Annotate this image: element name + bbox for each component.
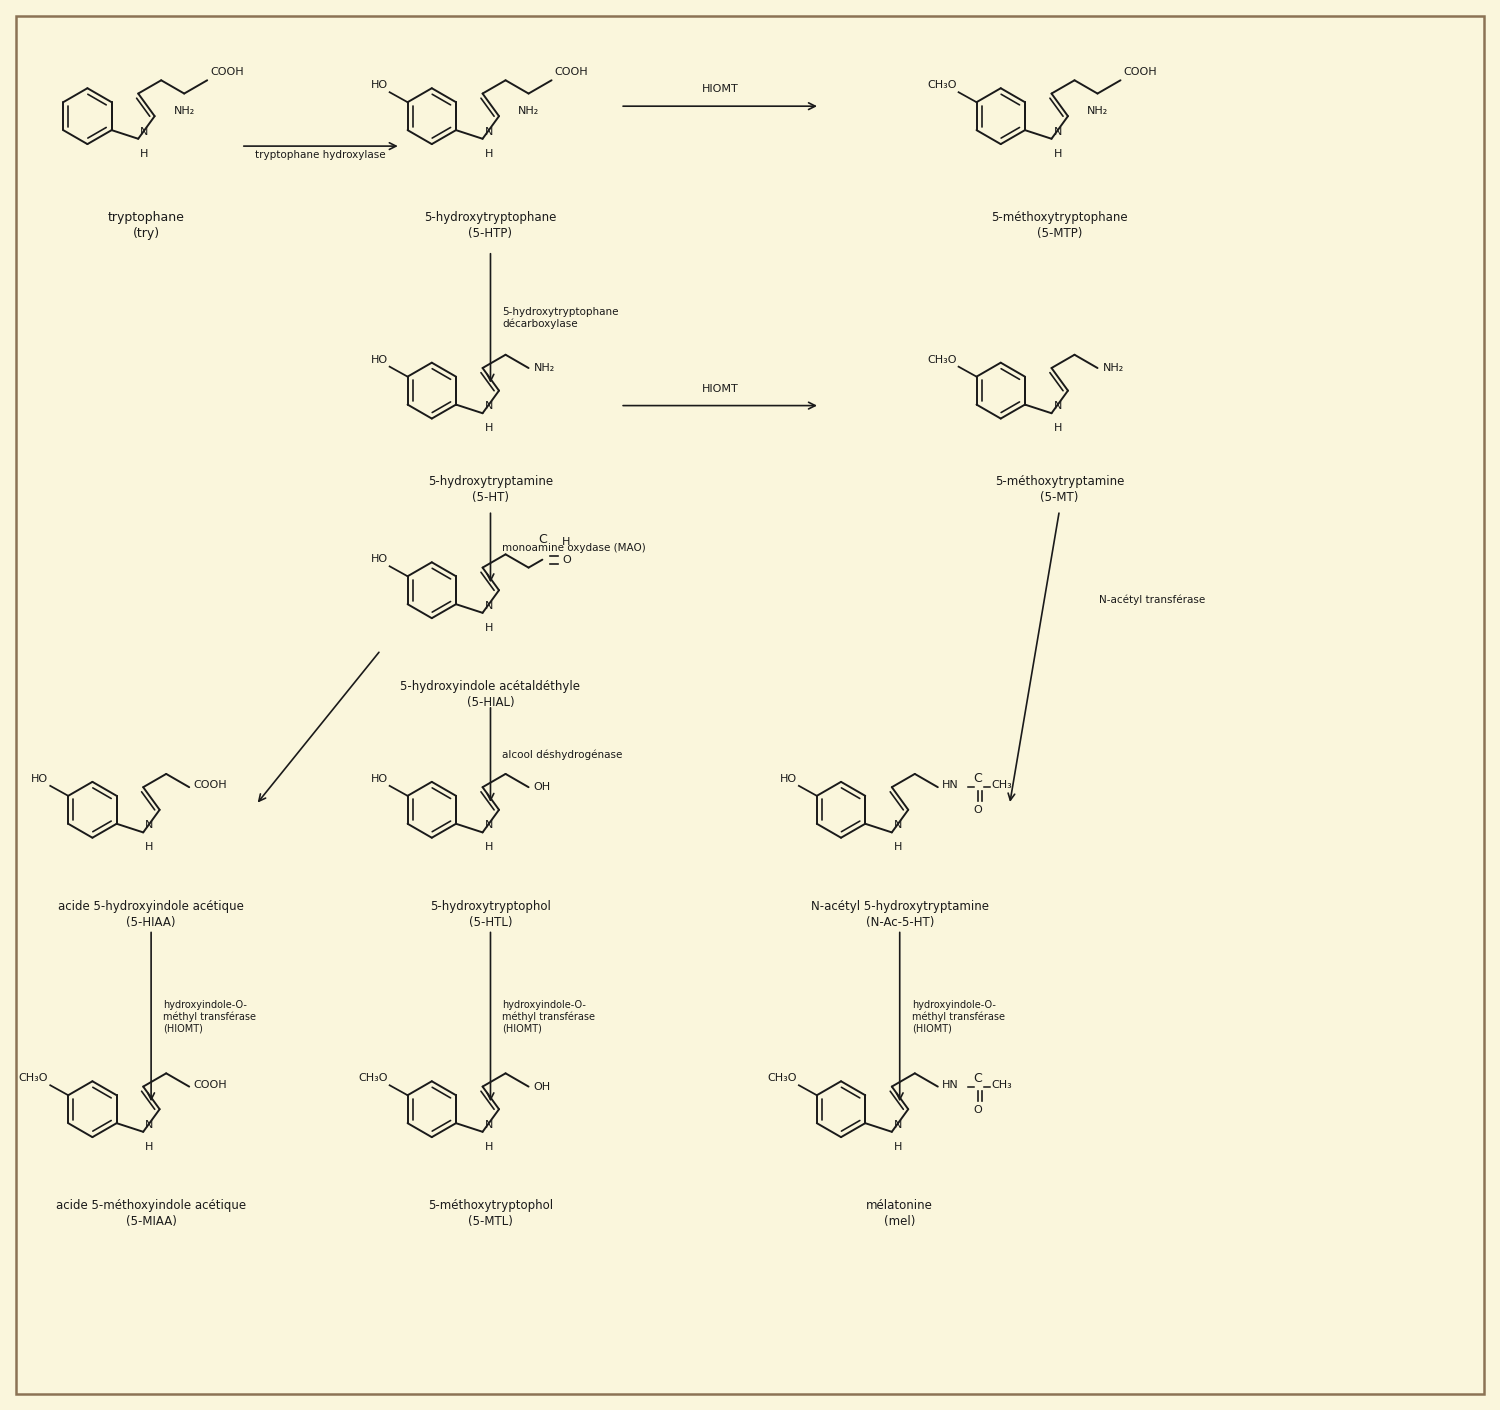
Text: H: H (894, 842, 902, 853)
Text: H: H (1053, 148, 1062, 159)
Text: N: N (1053, 402, 1062, 412)
Text: H: H (1053, 423, 1062, 433)
Text: (N-Ac-5-HT): (N-Ac-5-HT) (865, 915, 934, 929)
Text: 5-hydroxytryptophane: 5-hydroxytryptophane (424, 212, 556, 224)
Text: monoamine oxydase (MAO): monoamine oxydase (MAO) (503, 543, 646, 553)
Text: N: N (484, 402, 494, 412)
Text: NH₂: NH₂ (1102, 362, 1124, 374)
Text: H: H (484, 148, 494, 159)
Text: COOH: COOH (194, 780, 226, 790)
Text: N: N (894, 821, 902, 830)
Text: (5-HTP): (5-HTP) (468, 227, 513, 240)
Text: O: O (562, 554, 572, 564)
Text: (5-MTP): (5-MTP) (1036, 227, 1082, 240)
Text: COOH: COOH (555, 68, 588, 78)
Text: H: H (146, 842, 153, 853)
Text: H: H (140, 148, 148, 159)
Text: COOH: COOH (194, 1080, 226, 1090)
Text: (5-HT): (5-HT) (472, 492, 508, 505)
Text: C: C (974, 773, 982, 785)
Text: N-acétyl 5-hydroxytryptamine: N-acétyl 5-hydroxytryptamine (810, 900, 988, 912)
Text: 5-hydroxyindole acétaldéthyle: 5-hydroxyindole acétaldéthyle (400, 680, 580, 694)
Text: hydroxyindole-O-
méthyl transférase
(HIOMT): hydroxyindole-O- méthyl transférase (HIO… (912, 1000, 1005, 1034)
Text: N: N (484, 821, 494, 830)
Text: HO: HO (370, 774, 387, 784)
Text: acide 5-hydroxyindole acétique: acide 5-hydroxyindole acétique (58, 900, 244, 912)
Text: 5-méthoxytryptamine: 5-méthoxytryptamine (994, 475, 1124, 488)
Text: HO: HO (370, 355, 387, 365)
Text: N: N (484, 127, 494, 137)
Text: 5-hydroxytryptophol: 5-hydroxytryptophol (430, 900, 550, 912)
Text: mélatonine: mélatonine (867, 1198, 933, 1213)
Text: 5-méthoxytryptophane: 5-méthoxytryptophane (992, 212, 1128, 224)
Text: CH₃: CH₃ (992, 780, 1012, 790)
Text: acide 5-méthoxyindole acétique: acide 5-méthoxyindole acétique (56, 1198, 246, 1213)
Text: tryptophane hydroxylase: tryptophane hydroxylase (255, 149, 386, 161)
Text: H: H (484, 623, 494, 633)
Text: hydroxyindole-O-
méthyl transférase
(HIOMT): hydroxyindole-O- méthyl transférase (HIO… (503, 1000, 596, 1034)
Text: O: O (974, 1104, 982, 1114)
Text: (5-HTL): (5-HTL) (468, 915, 512, 929)
Text: N: N (1053, 127, 1062, 137)
Text: C: C (538, 533, 546, 546)
Text: (mel): (mel) (884, 1215, 915, 1228)
Text: (5-MTL): (5-MTL) (468, 1215, 513, 1228)
Text: alcool déshydrogénase: alcool déshydrogénase (503, 750, 622, 760)
Text: (5-HIAA): (5-HIAA) (126, 915, 176, 929)
Text: H: H (894, 1142, 902, 1152)
Text: N: N (894, 1120, 902, 1129)
Text: N-acétyl transférase: N-acétyl transférase (1100, 595, 1206, 605)
Text: H: H (484, 423, 494, 433)
Text: CH₃O: CH₃O (927, 355, 957, 365)
Text: HO: HO (32, 774, 48, 784)
Text: C: C (974, 1072, 982, 1084)
Text: O: O (974, 805, 982, 815)
Text: OH: OH (534, 1081, 550, 1091)
Text: HO: HO (780, 774, 796, 784)
Text: H: H (484, 1142, 494, 1152)
Text: H: H (484, 842, 494, 853)
Text: CH₃O: CH₃O (927, 80, 957, 90)
Text: CH₃O: CH₃O (358, 1073, 387, 1083)
Text: N: N (146, 821, 153, 830)
Text: HO: HO (370, 80, 387, 90)
Text: tryptophane: tryptophane (108, 212, 184, 224)
Text: 5-méthoxytryptophol: 5-méthoxytryptophol (427, 1198, 554, 1213)
Text: CH₃O: CH₃O (20, 1073, 48, 1083)
Text: N: N (484, 601, 494, 611)
Text: HIOMT: HIOMT (702, 85, 738, 94)
Text: (5-MT): (5-MT) (1040, 492, 1078, 505)
Text: (5-MIAA): (5-MIAA) (126, 1215, 177, 1228)
Text: COOH: COOH (210, 68, 244, 78)
Text: NH₂: NH₂ (1088, 106, 1108, 116)
Text: NH₂: NH₂ (174, 106, 195, 116)
Text: (try): (try) (132, 227, 159, 240)
Text: NH₂: NH₂ (518, 106, 538, 116)
Text: H: H (146, 1142, 153, 1152)
Text: CH₃: CH₃ (992, 1080, 1012, 1090)
Text: CH₃O: CH₃O (768, 1073, 796, 1083)
Text: N: N (140, 127, 148, 137)
Text: OH: OH (534, 783, 550, 792)
Text: COOH: COOH (1124, 68, 1156, 78)
Text: N: N (146, 1120, 153, 1129)
Text: NH₂: NH₂ (534, 362, 555, 374)
Text: (5-HIAL): (5-HIAL) (466, 697, 514, 709)
Text: HO: HO (370, 554, 387, 564)
Text: hydroxyindole-O-
méthyl transférase
(HIOMT): hydroxyindole-O- méthyl transférase (HIO… (164, 1000, 256, 1034)
Text: 5-hydroxytryptamine: 5-hydroxytryptamine (427, 475, 554, 488)
Text: HN: HN (942, 780, 958, 790)
Text: H: H (562, 537, 570, 547)
Text: HN: HN (942, 1080, 958, 1090)
Text: 5-hydroxytryptophane
décarboxylase: 5-hydroxytryptophane décarboxylase (503, 307, 620, 330)
Text: N: N (484, 1120, 494, 1129)
Text: HIOMT: HIOMT (702, 384, 738, 393)
